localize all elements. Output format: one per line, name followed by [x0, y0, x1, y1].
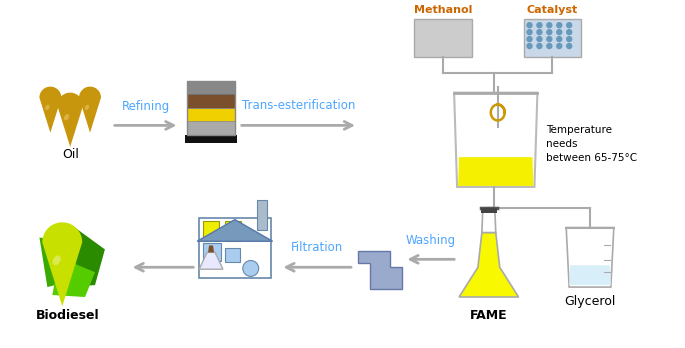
Polygon shape: [199, 252, 223, 269]
Bar: [481, 208, 497, 213]
Circle shape: [547, 44, 552, 48]
Bar: [523, 19, 581, 57]
Bar: [187, 81, 235, 94]
Polygon shape: [458, 157, 534, 186]
Bar: [257, 200, 266, 230]
Bar: [203, 221, 219, 241]
Ellipse shape: [85, 105, 89, 110]
Polygon shape: [197, 220, 273, 241]
Polygon shape: [459, 232, 519, 297]
Text: Washing: Washing: [406, 235, 456, 247]
Bar: [225, 248, 240, 262]
Polygon shape: [58, 93, 83, 147]
Circle shape: [547, 37, 552, 41]
Circle shape: [557, 23, 562, 28]
Polygon shape: [454, 93, 538, 187]
Circle shape: [547, 23, 552, 28]
Circle shape: [566, 30, 572, 34]
Polygon shape: [79, 87, 101, 133]
Circle shape: [537, 37, 542, 41]
Polygon shape: [566, 228, 614, 287]
Bar: [185, 135, 237, 143]
Circle shape: [527, 23, 532, 28]
Text: Oil: Oil: [62, 148, 79, 161]
Text: Temperature
needs
between 65-75°C: Temperature needs between 65-75°C: [547, 125, 638, 163]
Polygon shape: [65, 226, 105, 287]
Ellipse shape: [45, 105, 49, 110]
Circle shape: [527, 30, 532, 34]
Polygon shape: [482, 208, 496, 232]
Text: Filtration: Filtration: [291, 242, 343, 254]
Bar: [187, 121, 235, 135]
Text: Glycerol: Glycerol: [564, 295, 616, 308]
Circle shape: [566, 23, 572, 28]
Polygon shape: [40, 87, 62, 133]
Polygon shape: [52, 257, 95, 297]
Bar: [203, 243, 221, 261]
Circle shape: [527, 44, 532, 48]
Circle shape: [557, 30, 562, 34]
Polygon shape: [40, 237, 77, 287]
Circle shape: [242, 261, 259, 276]
Bar: [414, 19, 472, 57]
Bar: [225, 221, 241, 241]
Text: Catalyst: Catalyst: [527, 5, 578, 15]
Bar: [187, 81, 235, 135]
Circle shape: [566, 44, 572, 48]
Circle shape: [566, 37, 572, 41]
Circle shape: [537, 30, 542, 34]
Text: FAME: FAME: [470, 309, 508, 322]
Circle shape: [527, 37, 532, 41]
Circle shape: [557, 37, 562, 41]
Ellipse shape: [53, 255, 61, 265]
Bar: [187, 108, 235, 121]
Circle shape: [537, 23, 542, 28]
Text: Methanol: Methanol: [414, 5, 473, 15]
Circle shape: [547, 30, 552, 34]
Bar: [187, 94, 235, 108]
Polygon shape: [42, 222, 82, 306]
Text: Biodiesel: Biodiesel: [36, 309, 99, 322]
Polygon shape: [358, 251, 401, 289]
Text: Trans-esterification: Trans-esterification: [242, 100, 355, 112]
Text: Refining: Refining: [121, 101, 170, 113]
Polygon shape: [208, 245, 214, 252]
Ellipse shape: [64, 114, 69, 120]
Circle shape: [557, 44, 562, 48]
Polygon shape: [569, 265, 611, 285]
Bar: [199, 218, 271, 278]
Circle shape: [537, 44, 542, 48]
